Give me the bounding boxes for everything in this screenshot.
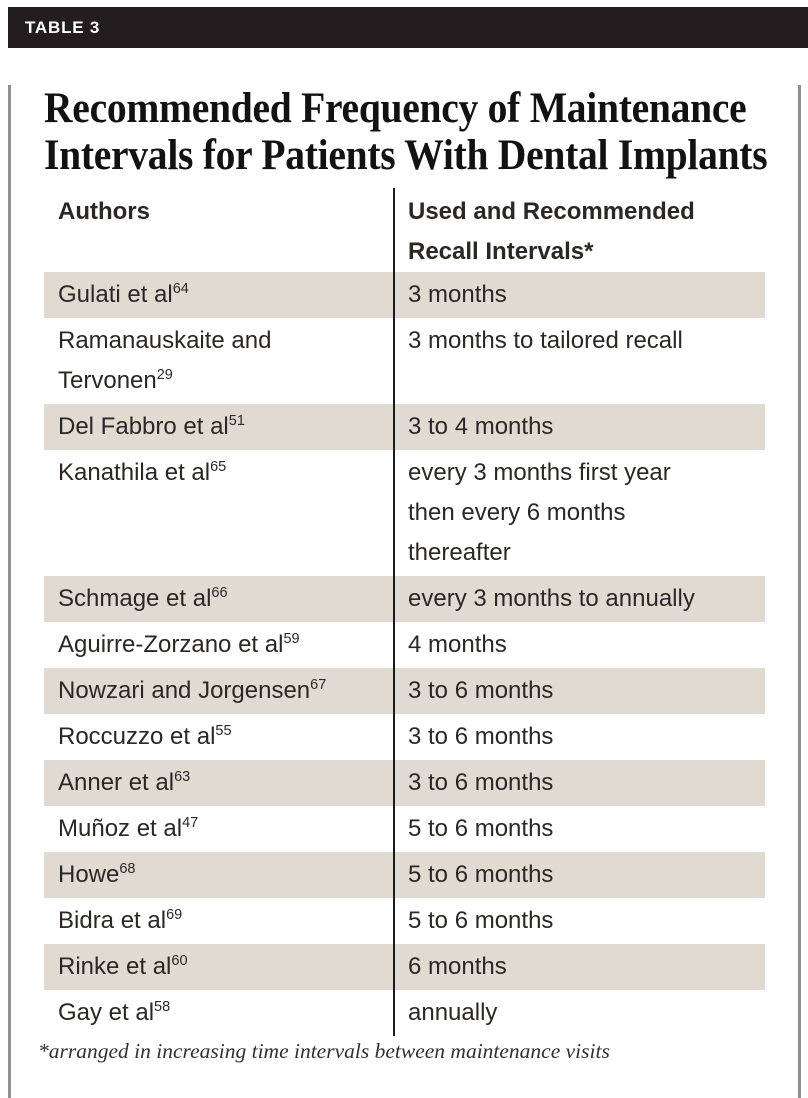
reference-superscript: 64	[172, 281, 189, 297]
author-name: Rinke et al	[58, 953, 172, 980]
table-tag: TABLE 3	[25, 17, 101, 37]
table-row: Bidra et al69 5 to 6 months	[44, 898, 765, 944]
interval-cell: every 3 months to annually	[393, 576, 765, 622]
interval-cell: 3 to 6 months	[393, 668, 765, 714]
reference-superscript: 63	[174, 769, 191, 785]
author-name: Aguirre-Zorzano et al	[58, 631, 284, 658]
reference-superscript: 47	[182, 815, 199, 831]
author-name: Roccuzzo et al	[58, 723, 216, 750]
table-row: Nowzari and Jorgensen67 3 to 6 months	[44, 668, 765, 714]
reference-superscript: 58	[154, 999, 171, 1015]
reference-superscript: 67	[310, 677, 327, 693]
interval-cell: 5 to 6 months	[393, 852, 765, 898]
interval-cell: annually	[393, 990, 765, 1036]
reference-superscript: 69	[166, 907, 183, 923]
table-title-line-1: Recommended Frequency of Maintenance	[44, 85, 747, 132]
interval-cell: every 3 months first year then every 6 m…	[393, 450, 765, 576]
interval-cell: 4 months	[393, 622, 765, 668]
interval-cell: 3 to 6 months	[393, 760, 765, 806]
author-name: Del Fabbro et al	[58, 413, 229, 440]
author-name: Ramanauskaite and Tervonen	[58, 327, 272, 394]
reference-superscript: 51	[228, 413, 245, 429]
author-cell: Roccuzzo et al55	[44, 714, 393, 760]
author-cell: Aguirre-Zorzano et al59	[44, 622, 393, 668]
author-cell: Del Fabbro et al51	[44, 404, 393, 450]
table-row: Schmage et al66 every 3 months to annuall…	[44, 576, 765, 622]
maintenance-intervals-table: Authors Used and Recommended Recall Inte…	[44, 188, 765, 1036]
author-cell: Bidra et al69	[44, 898, 393, 944]
reference-superscript: 65	[210, 459, 227, 475]
column-header-recall-intervals: Used and Recommended Recall Intervals*	[393, 188, 765, 272]
table-row: Anner et al63 3 to 6 months	[44, 760, 765, 806]
table-row: Howe68 5 to 6 months	[44, 852, 765, 898]
author-cell: Gay et al58	[44, 990, 393, 1036]
author-name: Bidra et al	[58, 907, 167, 934]
author-name: Nowzari and Jorgensen	[58, 677, 311, 704]
table-row: Gay et al58 annually	[44, 990, 765, 1036]
author-cell: Howe68	[44, 852, 393, 898]
author-cell: Anner et al63	[44, 760, 393, 806]
table-row: Gulati et al64 3 months	[44, 272, 765, 318]
interval-cell: 3 months to tailored recall	[393, 318, 765, 404]
author-name: Howe	[58, 861, 120, 888]
interval-cell: 3 to 6 months	[393, 714, 765, 760]
column-header-authors: Authors	[58, 198, 150, 225]
table-row: Ramanauskaite and Tervonen29 3 months to …	[44, 318, 765, 404]
interval-cell: 3 to 4 months	[393, 404, 765, 450]
table-title-line-2: Intervals for Patients With Dental Impla…	[44, 132, 768, 179]
reference-superscript: 66	[211, 585, 228, 601]
author-cell: Muñoz et al47	[44, 806, 393, 852]
author-cell: Nowzari and Jorgensen67	[44, 668, 393, 714]
author-name: Gulati et al	[58, 281, 173, 308]
reference-superscript: 59	[283, 631, 300, 647]
table-panel: Recommended Frequency of Maintenance Int…	[8, 85, 801, 1098]
table-title: Recommended Frequency of Maintenance Int…	[44, 85, 768, 179]
table-row: Roccuzzo et al55 3 to 6 months	[44, 714, 765, 760]
table-row: Muñoz et al47 5 to 6 months	[44, 806, 765, 852]
table-header-row: Authors Used and Recommended Recall Inte…	[44, 188, 765, 272]
table-row: Aguirre-Zorzano et al59 4 months	[44, 622, 765, 668]
author-name: Kanathila et al	[58, 459, 211, 486]
reference-superscript: 55	[215, 723, 232, 739]
table-body: Gulati et al64 3 months Ramanauskaite and …	[44, 272, 765, 1036]
author-name: Schmage et al	[58, 585, 212, 612]
author-name: Gay et al	[58, 999, 155, 1026]
table-row: Del Fabbro et al51 3 to 4 months	[44, 404, 765, 450]
author-name: Anner et al	[58, 769, 175, 796]
author-cell: Schmage et al66	[44, 576, 393, 622]
table-row: Kanathila et al65 every 3 months first ye…	[44, 450, 765, 576]
author-cell: Gulati et al64	[44, 272, 393, 318]
table-tag-bar: TABLE 3	[8, 7, 808, 48]
interval-cell: 3 months	[393, 272, 765, 318]
table-footnote: *arranged in increasing time intervals b…	[38, 1039, 610, 1063]
author-cell: Rinke et al60	[44, 944, 393, 990]
interval-cell: 6 months	[393, 944, 765, 990]
author-name: Muñoz et al	[58, 815, 183, 842]
interval-cell: 5 to 6 months	[393, 898, 765, 944]
interval-cell: 5 to 6 months	[393, 806, 765, 852]
author-cell: Ramanauskaite and Tervonen29	[44, 318, 393, 404]
reference-superscript: 68	[119, 861, 136, 877]
table-row: Rinke et al60 6 months	[44, 944, 765, 990]
author-cell: Kanathila et al65	[44, 450, 393, 576]
reference-superscript: 29	[156, 367, 173, 383]
reference-superscript: 60	[171, 953, 188, 969]
